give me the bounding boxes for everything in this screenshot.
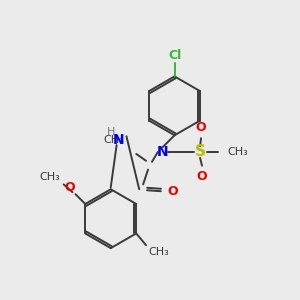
Text: CH₃: CH₃ — [148, 247, 169, 257]
Text: O: O — [196, 121, 206, 134]
Text: N: N — [157, 145, 169, 159]
Text: O: O — [197, 169, 207, 183]
Text: CH₃: CH₃ — [227, 147, 248, 157]
Text: N: N — [113, 133, 124, 147]
Text: Cl: Cl — [168, 49, 181, 62]
Text: CH₃: CH₃ — [39, 172, 60, 182]
Text: H: H — [106, 127, 115, 137]
Text: S: S — [195, 145, 206, 160]
Text: O: O — [168, 185, 178, 198]
Text: O: O — [65, 181, 75, 194]
Text: CH₃: CH₃ — [104, 135, 124, 145]
